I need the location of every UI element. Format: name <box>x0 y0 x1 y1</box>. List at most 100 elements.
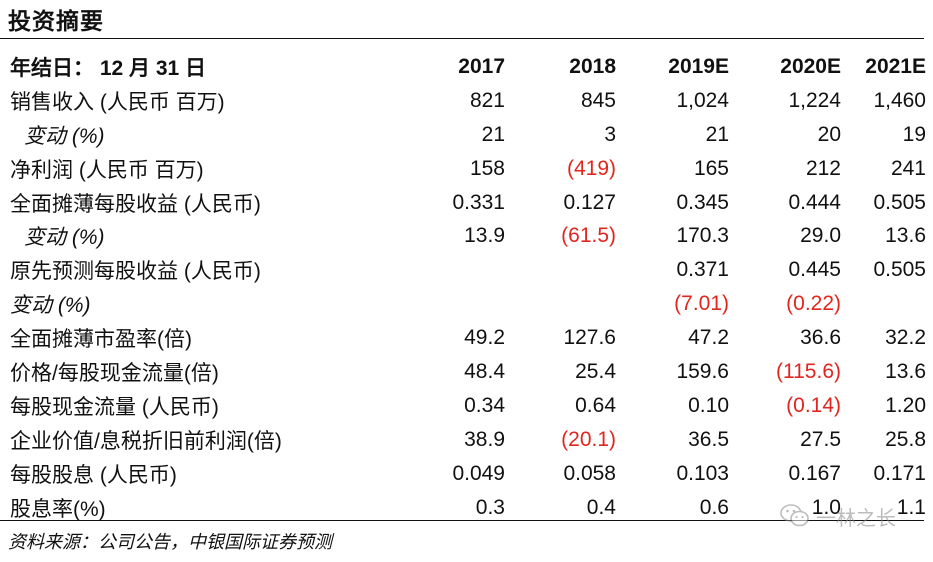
table-cell: 13.6 <box>885 224 926 248</box>
table-row: 全面摊薄市盈率(倍) 49.2 127.6 47.2 36.6 32.2 <box>0 321 926 355</box>
table-row: 销售收入 (人民币 百万) 821 845 1,024 1,224 1,460 <box>0 84 926 118</box>
table-cell <box>400 253 505 287</box>
table-row: 企业价值/息税折旧前利润(倍) 38.9 (20.1) 36.5 27.5 25.8 <box>0 423 926 457</box>
row-label: 变动 (%) <box>24 124 105 148</box>
table-cell: 1.0 <box>811 495 841 519</box>
column-header-2017: 2017 <box>458 54 505 78</box>
table-cell: 1.1 <box>896 495 926 519</box>
table-row: 变动 (%) 13.9 (61.5) 170.3 29.0 13.6 <box>0 219 926 253</box>
page-title: 投资摘要 <box>8 8 104 35</box>
watermark-text: 一林之长 <box>816 505 896 530</box>
table-cell: 0.371 <box>676 258 729 282</box>
table-body: 销售收入 (人民币 百万) 821 845 1,024 1,224 1,460 变动 (%)… <box>0 84 926 525</box>
table-cell: 21 <box>705 122 729 146</box>
table-cell: 19 <box>902 122 926 146</box>
table-row: 变动 (%) (7.01) (0.22) <box>0 287 926 321</box>
row-label: 每股股息 (人民币) <box>10 463 177 487</box>
table-cell: 38.9 <box>464 427 505 451</box>
table-cell: 845 <box>580 88 616 112</box>
table-cell: 0.4 <box>586 495 616 519</box>
row-label: 全面摊薄市盈率(倍) <box>10 328 192 352</box>
table-cell: 0.103 <box>676 461 729 485</box>
table-cell: 1,224 <box>788 88 841 112</box>
table-row: 每股股息 (人民币) 0.049 0.058 0.103 0.167 0.171 <box>0 457 926 491</box>
table-row: 变动 (%) 21 3 21 20 19 <box>0 118 926 152</box>
table-cell: 29.0 <box>800 224 841 248</box>
row-label: 变动 (%) <box>10 294 91 318</box>
table-row: 股息率(%) 0.3 0.4 0.6 1.0 1.1 <box>0 491 926 525</box>
table-cell: (0.14) <box>786 393 841 417</box>
row-label: 价格/每股现金流量(倍) <box>10 361 219 385</box>
table-cell: 20 <box>817 122 841 146</box>
table-cell: 36.5 <box>688 427 729 451</box>
table-cell: 32.2 <box>885 326 926 350</box>
wechat-icon <box>780 503 810 529</box>
column-header-2021e: 2021E <box>865 54 926 78</box>
table-cell: (115.6) <box>776 359 841 383</box>
table-cell: 165 <box>693 156 729 180</box>
table-cell: 212 <box>805 156 841 180</box>
table-cell: 21 <box>481 122 505 146</box>
table-row: 价格/每股现金流量(倍) 48.4 25.4 159.6 (115.6) 13.6 <box>0 355 926 389</box>
table-cell: 13.9 <box>464 224 505 248</box>
table-cell: 3 <box>604 122 616 146</box>
row-label: 销售收入 (人民币 百万) <box>10 90 225 114</box>
table-cell: 0.049 <box>452 461 505 485</box>
table-cell: 0.444 <box>788 190 841 214</box>
table-cell <box>841 287 926 321</box>
table-cell: (0.22) <box>786 292 841 316</box>
table-cell: 170.3 <box>676 224 729 248</box>
table-cell: 0.6 <box>699 495 729 519</box>
table-cell: (61.5) <box>561 224 616 248</box>
table-row: 每股现金流量 (人民币) 0.34 0.64 0.10 (0.14) 1.20 <box>0 389 926 423</box>
row-label: 企业价值/息税折旧前利润(倍) <box>10 429 282 453</box>
table-row: 全面摊薄每股收益 (人民币) 0.331 0.127 0.345 0.444 0.505 <box>0 186 926 220</box>
table-cell: 0.64 <box>575 393 616 417</box>
table-cell: (419) <box>566 156 616 180</box>
table-cell <box>400 287 505 321</box>
table-cell: 821 <box>469 88 505 112</box>
row-label: 变动 (%) <box>24 226 105 250</box>
table-cell: 25.4 <box>575 359 616 383</box>
table-cell: 0.171 <box>873 461 926 485</box>
table-cell: 0.3 <box>475 495 505 519</box>
table-cell <box>505 253 616 287</box>
investment-summary-table: 年结日： 12 月 31 日 2017 2018 2019E 2020E 202… <box>0 50 926 524</box>
row-label: 每股现金流量 (人民币) <box>10 395 219 419</box>
table-cell: (20.1) <box>561 427 616 451</box>
table-cell: 47.2 <box>688 326 729 350</box>
table-cell: 1.20 <box>885 393 926 417</box>
table-cell: 0.167 <box>788 461 841 485</box>
top-rule <box>0 38 924 39</box>
source-note: 资料来源：公司公告，中银国际证券预测 <box>8 532 332 553</box>
table-cell: 1,024 <box>676 88 729 112</box>
table-cell: 0.345 <box>676 190 729 214</box>
table-cell: 0.505 <box>873 258 926 282</box>
column-header-2018: 2018 <box>569 54 616 78</box>
table-cell: 127.6 <box>563 326 616 350</box>
table-cell: 0.331 <box>452 190 505 214</box>
table-cell: 48.4 <box>464 359 505 383</box>
table-cell: 27.5 <box>800 427 841 451</box>
table-cell: 0.10 <box>688 393 729 417</box>
row-label: 全面摊薄每股收益 (人民币) <box>10 192 261 216</box>
table-cell: 158 <box>469 156 505 180</box>
table-cell: 0.127 <box>563 190 616 214</box>
table-cell: 0.058 <box>563 461 616 485</box>
table-cell: 25.8 <box>885 427 926 451</box>
table-row: 净利润 (人民币 百万) 158 (419) 165 212 241 <box>0 152 926 186</box>
table-cell: 0.505 <box>873 190 926 214</box>
watermark: 一林之长 <box>780 500 896 532</box>
table-header-row: 年结日： 12 月 31 日 2017 2018 2019E 2020E 202… <box>0 50 926 84</box>
bottom-rule <box>0 520 924 521</box>
column-header-2019e: 2019E <box>668 54 729 78</box>
column-header-fiscal-year-end: 年结日： 12 月 31 日 <box>10 56 207 80</box>
table-row: 原先预测每股收益 (人民币) 0.371 0.445 0.505 <box>0 253 926 287</box>
row-label: 净利润 (人民币 百万) <box>10 158 204 182</box>
table-cell: 241 <box>890 156 926 180</box>
table-cell: 13.6 <box>885 359 926 383</box>
table-cell: 1,460 <box>873 88 926 112</box>
column-header-2020e: 2020E <box>780 54 841 78</box>
table-cell: 0.445 <box>788 258 841 282</box>
row-label: 原先预测每股收益 (人民币) <box>10 260 261 284</box>
